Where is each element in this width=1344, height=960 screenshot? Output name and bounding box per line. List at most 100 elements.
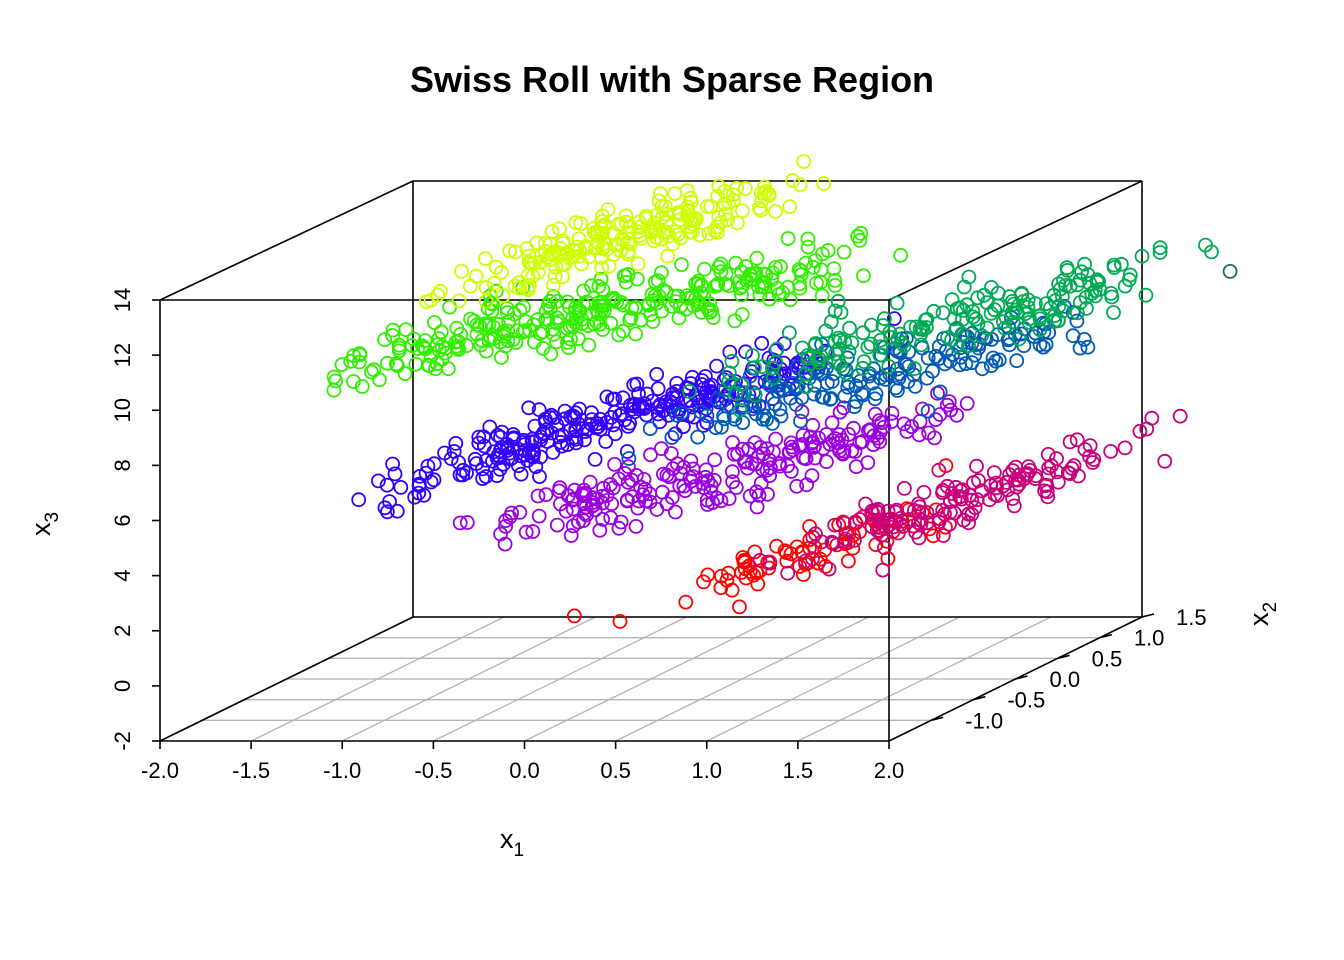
data-point [586,221,602,236]
data-point [490,427,506,443]
data-point [676,459,692,475]
data-point [544,224,560,240]
data-point [516,299,531,315]
x2-axis-label: x2 [1244,602,1281,626]
data-point [747,387,763,403]
data-point [595,495,610,511]
data-point [937,506,952,522]
data-point [797,366,813,382]
data-point [525,524,541,539]
data-point [568,405,583,421]
data-point [882,517,898,532]
box-edge [159,180,414,301]
data-point [935,305,951,321]
data-point [961,338,976,354]
data-point [1222,263,1238,279]
data-point [912,321,928,337]
data-point [949,407,965,423]
data-point [977,330,992,346]
data-point [925,528,941,544]
data-point [919,320,934,335]
data-point [799,477,814,493]
data-point [682,224,698,240]
data-point [1077,256,1092,272]
data-point [713,215,729,230]
data-point [543,300,558,316]
data-point [595,241,610,257]
data-point [983,305,999,321]
data-point [737,454,752,470]
x1-tick-label: -1.5 [232,758,270,783]
data-point [827,334,843,350]
data-point [552,240,568,256]
data-point [1028,296,1043,312]
data-point [807,377,823,393]
x1-axis-label: x1 [500,824,524,861]
data-point [737,552,752,568]
data-point [758,183,774,199]
data-point [622,218,638,234]
data-point [749,499,765,515]
data-point [780,231,796,246]
data-point [379,477,395,493]
data-point [621,451,637,466]
data-point [782,199,798,215]
data-point [625,401,640,417]
data-point [734,287,749,303]
data-point [621,225,637,241]
data-point [494,424,510,440]
data-point [616,232,632,248]
data-point [592,522,608,538]
data-point [1069,432,1085,448]
data-point [546,326,561,342]
x1-tick-label: -2.0 [141,758,179,783]
data-point [595,208,610,224]
data-point [512,505,528,520]
data-point [932,384,948,400]
data-point [813,262,829,278]
data-point [793,413,808,429]
data-point [841,553,856,569]
data-point [1079,300,1094,316]
data-point [1069,277,1085,293]
data-point [1059,260,1075,276]
data-point [798,553,813,569]
data-point [888,380,904,396]
data-point [391,337,407,353]
data-point [451,293,467,309]
data-point [752,563,768,579]
data-point [511,458,526,474]
data-point [882,324,898,340]
data-point [805,529,821,545]
data-point [530,312,546,327]
data-point [595,511,610,527]
data-point [884,405,900,421]
data-point [959,297,975,313]
data-point [615,323,631,339]
data-point [944,292,960,308]
data-point [604,496,620,512]
data-point [911,427,927,443]
data-point [904,419,919,435]
data-point [925,363,940,379]
data-point [586,497,602,513]
data-point [818,559,833,574]
data-point [478,452,494,468]
data-point [577,505,593,521]
data-point [351,354,367,370]
data-point [1069,305,1085,321]
data-point [746,266,762,282]
data-point [1040,446,1056,462]
data-point [807,450,823,466]
data-point [486,330,502,346]
data-point [1006,498,1022,514]
data-point [334,357,350,373]
data-point [821,561,837,577]
data-point [715,393,730,409]
data-point [451,454,467,470]
data-point [699,492,715,508]
data-point [1089,274,1105,290]
data-point [618,214,634,230]
data-point [756,408,772,424]
